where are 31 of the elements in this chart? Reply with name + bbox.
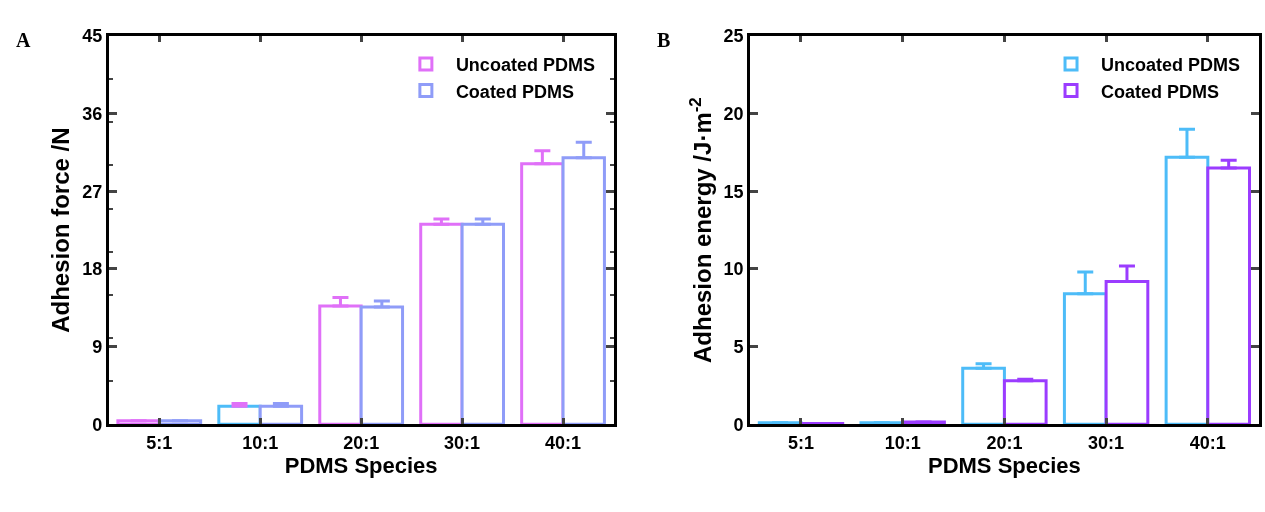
x-tick-label: 40:1 — [545, 432, 582, 453]
x-tick-label: 20:1 — [986, 432, 1023, 453]
y-tick-label: 0 — [92, 414, 103, 435]
x-tick-label: 5:1 — [787, 432, 814, 453]
x-tick-label: 30:1 — [1088, 432, 1125, 453]
text: A — [16, 29, 31, 51]
x-tick-label: 40:1 — [1189, 432, 1226, 453]
x-tick-label: 5:1 — [146, 432, 173, 453]
x-tick-label: 20:1 — [343, 432, 380, 453]
y-tick-label: 27 — [82, 181, 103, 202]
legend-label: Coated PDMS — [455, 81, 574, 102]
x-tick-label: 30:1 — [444, 432, 481, 453]
x-axis-title: PDMS Species — [927, 452, 1081, 478]
x-axis-title: PDMS Species — [284, 452, 438, 478]
text: B — [657, 29, 671, 51]
y-tick-label: 10 — [723, 259, 744, 280]
y-tick-label: 45 — [82, 26, 103, 47]
y-tick-label: 36 — [82, 104, 103, 125]
legend-label: Uncoated PDMS — [455, 55, 595, 76]
legend-label: Coated PDMS — [1101, 81, 1220, 102]
x-tick-label: 10:1 — [884, 432, 921, 453]
y-tick-label: 5 — [733, 336, 744, 357]
y-tick-label: 25 — [723, 26, 744, 47]
y-tick-label: 20 — [723, 104, 744, 125]
x-tick-label: 10:1 — [242, 432, 279, 453]
y-tick-label: 0 — [733, 414, 744, 435]
y-tick-label: 15 — [723, 181, 744, 202]
y-axis-title: Adhesion force /N — [47, 127, 75, 333]
y-tick-label: 18 — [82, 259, 103, 280]
y-tick-label: 9 — [92, 336, 103, 357]
legend-label: Uncoated PDMS — [1101, 55, 1241, 76]
